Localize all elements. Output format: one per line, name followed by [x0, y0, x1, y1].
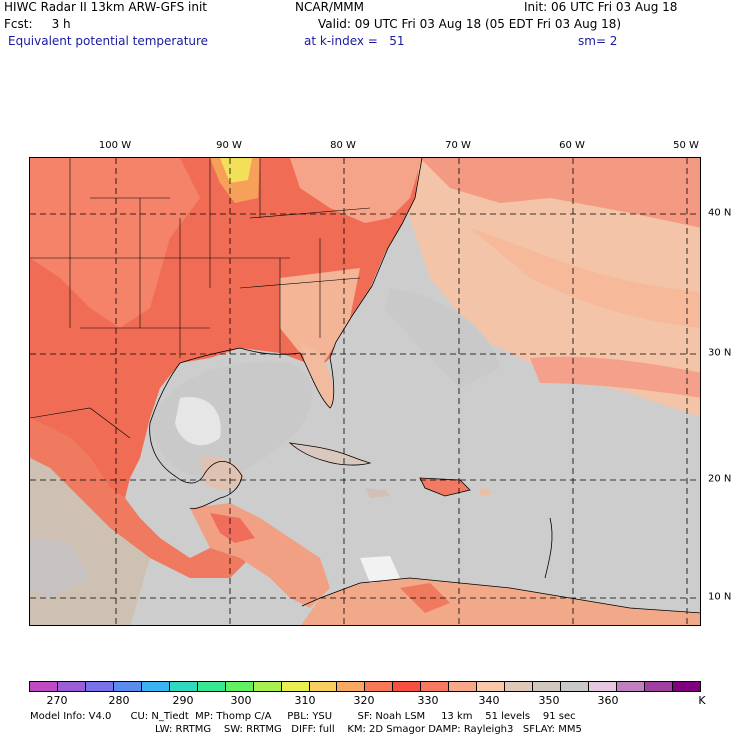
institution-label: NCAR/MMM [295, 0, 365, 14]
field-name: Equivalent potential temperature [8, 34, 209, 48]
colorbar-label-270: 270 [46, 694, 68, 707]
colorbar-swatch-23 [672, 682, 700, 691]
northeast-peach [290, 158, 422, 223]
atlantic-streak [530, 356, 700, 398]
colorbar-label-340: 340 [478, 694, 500, 707]
colorbar [29, 681, 701, 692]
lat-lon-grid [30, 158, 700, 625]
colorbar-swatch-1 [57, 682, 86, 691]
great-lakes-hot [220, 158, 252, 183]
lat-label-10n: 10 N [708, 591, 732, 603]
colorbar-swatch-3 [113, 682, 142, 691]
k-index-label: at k-index = 51 [304, 34, 405, 48]
lat-label-20n: 20 N [708, 473, 732, 485]
hispaniola [420, 478, 470, 496]
colorbar-swatch-21 [617, 682, 645, 691]
colorbar-swatch-18 [533, 682, 562, 691]
colorbar-swatch-12 [365, 682, 394, 691]
lon-label-70w: 70 W [445, 140, 471, 151]
cuba [290, 443, 370, 466]
colorbar-swatch-7 [225, 682, 254, 691]
colorbar-swatch-11 [337, 682, 366, 691]
colorbar-swatch-8 [253, 682, 282, 691]
colorbar-swatch-2 [85, 682, 114, 691]
colorbar-label-320: 320 [353, 694, 375, 707]
colorbar-swatch-19 [561, 682, 590, 691]
colorbar-unit-label: K [698, 694, 706, 707]
colorbar-swatch-17 [505, 682, 534, 691]
colorbar-swatch-14 [421, 682, 450, 691]
caribbean-light-patch [360, 556, 400, 583]
forecast-hour: Fcst: 3 h [4, 17, 71, 31]
lon-label-60w: 60 W [559, 140, 585, 151]
pacific-gray [30, 538, 90, 598]
colorbar-label-330: 330 [417, 694, 439, 707]
lat-label-30n: 30 N [708, 347, 732, 359]
colorbar-label-310: 310 [294, 694, 316, 707]
western-plains [30, 158, 200, 328]
init-time: Init: 06 UTC Fri 03 Aug 18 [524, 0, 678, 14]
guatemala-warm [210, 513, 255, 543]
florida-land [300, 343, 334, 408]
colorbar-label-280: 280 [108, 694, 130, 707]
colorbar-label-360: 360 [597, 694, 619, 707]
colorbar-swatch-6 [197, 682, 226, 691]
lon-label-80w: 80 W [330, 140, 356, 151]
lat-label-40n: 40 N [708, 207, 732, 219]
theta-e-map [29, 157, 701, 626]
atlantic-warm-band [420, 158, 700, 228]
model-info-line: Model Info: V4.0 CU: N_Tiedt MP: Thomp C… [30, 711, 576, 722]
map-canvas [30, 158, 700, 625]
gulf-stream-gray [385, 288, 500, 388]
colorbar-swatch-16 [477, 682, 506, 691]
colorbar-label-300: 300 [230, 694, 252, 707]
colorbar-swatch-15 [449, 682, 478, 691]
coastlines [149, 158, 700, 614]
colorbar-swatch-22 [644, 682, 673, 691]
colorbar-label-290: 290 [172, 694, 194, 707]
jamaica [365, 488, 390, 498]
lon-label-50w: 50 W [673, 140, 699, 151]
gulf-light-patch [175, 397, 221, 446]
valid-time: Valid: 09 UTC Fri 03 Aug 18 (05 EDT Fri … [318, 17, 622, 31]
yucatan [200, 456, 245, 490]
colorbar-label-350: 350 [538, 694, 560, 707]
puerto-rico [480, 488, 492, 496]
colorbar-swatch-13 [393, 682, 422, 691]
colorbar-swatch-10 [309, 682, 338, 691]
colorbar-swatch-0 [30, 682, 58, 691]
atlantic-ribbon [470, 228, 700, 328]
lon-label-100w: 100 W [98, 140, 132, 151]
state-borders [30, 158, 371, 439]
colorbar-swatch-5 [169, 682, 198, 691]
lon-label-90w: 90 W [216, 140, 242, 151]
smoothing-label: sm= 2 [578, 34, 618, 48]
mexico-land [30, 418, 260, 578]
model-title: HIWC Radar II 13km ARW-GFS init [4, 0, 207, 14]
physics-info-line: LW: RRTMG SW: RRTMG DIFF: full KM: 2D Sm… [155, 724, 582, 735]
colorbar-swatch-20 [589, 682, 618, 691]
colorbar-swatch-9 [281, 682, 310, 691]
gulf-of-mexico [150, 361, 313, 478]
colorbar-swatch-4 [141, 682, 170, 691]
south-america [301, 578, 700, 625]
